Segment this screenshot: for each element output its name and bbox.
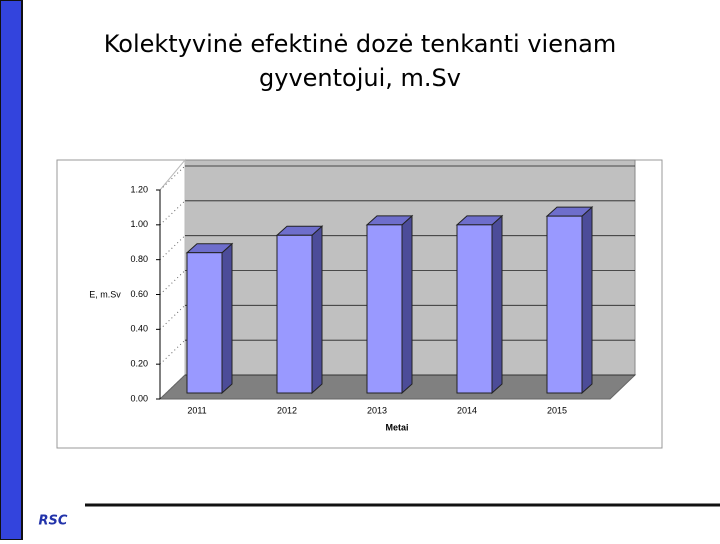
title-line: gyventojui, m.Sv [259, 64, 461, 92]
bar [546, 215, 583, 394]
x-tick-label: 2015 [547, 405, 567, 415]
bar-side [581, 206, 593, 395]
x-tick-label: 2014 [457, 405, 477, 415]
plot: 0.00 0.20 0.40 0.60 0.80 1.00 1.20 E, m.Sv Metai… [89, 158, 637, 432]
bar [276, 234, 313, 394]
logo: RSC [39, 514, 68, 529]
grid-line [159, 270, 186, 295]
y-tick-label: 0.20 [130, 359, 148, 369]
y-tick-label: 0.80 [130, 254, 148, 264]
x-axis-label: Metai [385, 422, 408, 432]
x-tick-label: 2013 [367, 405, 387, 415]
x-tick-label: 2012 [277, 405, 297, 415]
title-line: Kolektyvinė efektinė dozė tenkanti viena… [104, 30, 617, 58]
y-tick-label: 1.20 [130, 184, 148, 194]
y-tick-label: 0.60 [130, 289, 148, 299]
side-wall [159, 158, 186, 401]
grid-line [159, 339, 186, 365]
bar-side [221, 242, 233, 395]
grid-line [159, 235, 186, 261]
bar [456, 224, 493, 394]
y-tick-label: 0.00 [130, 393, 148, 403]
side-bar [0, 0, 23, 541]
grid-line [159, 200, 186, 226]
grid-line [159, 165, 186, 191]
bar-side [491, 214, 503, 395]
y-axis-label: E, m.Sv [89, 289, 121, 299]
y-tick-label: 0.40 [130, 324, 148, 334]
bar [366, 224, 403, 394]
x-tick-label: 2011 [187, 405, 206, 415]
bar-side [401, 214, 413, 395]
bar-side [311, 225, 323, 395]
y-tick-label: 1.00 [130, 219, 148, 229]
bar [186, 252, 223, 394]
grid-line [159, 304, 186, 330]
grid-line [159, 374, 186, 400]
